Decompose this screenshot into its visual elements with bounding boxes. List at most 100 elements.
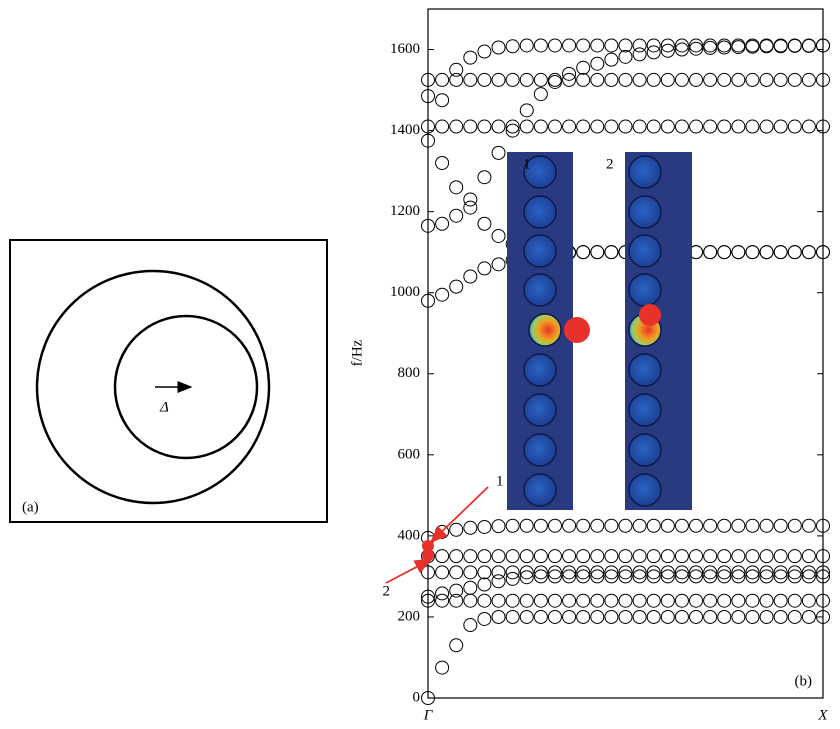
- band-point: [577, 39, 590, 52]
- band-point: [520, 519, 533, 532]
- band-point: [506, 550, 519, 563]
- band-point: [802, 610, 815, 623]
- band-point: [478, 262, 491, 275]
- y-tick-label: 600: [398, 446, 421, 462]
- band-point: [704, 610, 717, 623]
- band-point: [520, 73, 533, 86]
- y-tick-label: 1000: [390, 284, 420, 300]
- band-point: [548, 120, 561, 133]
- band-point: [774, 519, 787, 532]
- band-point: [661, 519, 674, 532]
- band-point: [520, 39, 533, 52]
- band-point: [802, 39, 815, 52]
- band-point: [436, 120, 449, 133]
- band-point: [718, 73, 731, 86]
- band-point: [464, 193, 477, 206]
- inset-label: 2: [606, 156, 614, 172]
- band-point: [436, 157, 449, 170]
- band-point: [746, 120, 759, 133]
- band-point: [591, 519, 604, 532]
- band-point: [774, 40, 787, 53]
- band-point: [563, 120, 576, 133]
- band-point: [675, 73, 688, 86]
- mode-arrow: [386, 559, 431, 583]
- band-point: [464, 51, 477, 64]
- band-point: [774, 120, 787, 133]
- band-point: [520, 120, 533, 133]
- band-point: [633, 120, 646, 133]
- y-tick-label: 800: [398, 365, 421, 381]
- band-point: [774, 594, 787, 607]
- band-point: [690, 610, 703, 623]
- band-point: [760, 120, 773, 133]
- band-point: [704, 550, 717, 563]
- band-point: [464, 201, 477, 214]
- cell-frame: [10, 240, 327, 522]
- band-point: [760, 594, 773, 607]
- offset-label: Δ: [159, 399, 169, 415]
- band-point: [478, 73, 491, 86]
- band-point: [492, 120, 505, 133]
- band-point: [506, 594, 519, 607]
- figure: Δ (a) f/Hz (b) 1 2 020040060080010001200…: [0, 0, 840, 729]
- band-point: [464, 594, 477, 607]
- mode-label: 2: [383, 583, 391, 599]
- band-point: [746, 246, 759, 259]
- band-point: [520, 550, 533, 563]
- band-point: [464, 550, 477, 563]
- band-point: [760, 39, 773, 52]
- y-tick-label: 0: [413, 689, 421, 705]
- band-point: [520, 610, 533, 623]
- panel-label: (a): [22, 499, 39, 515]
- band-point: [732, 550, 745, 563]
- band-point: [704, 120, 717, 133]
- inset-2: [625, 152, 692, 510]
- band-point: [478, 217, 491, 230]
- band-point: [788, 246, 801, 259]
- band-point: [619, 120, 632, 133]
- band-point: [436, 594, 449, 607]
- band-point: [591, 73, 604, 86]
- band-point: [548, 39, 561, 52]
- band-point: [718, 246, 731, 259]
- band-point: [478, 550, 491, 563]
- band-point: [718, 550, 731, 563]
- band-point: [774, 246, 787, 259]
- band-point: [760, 550, 773, 563]
- band-point: [732, 120, 745, 133]
- band-point: [478, 171, 491, 184]
- band-point: [591, 246, 604, 259]
- band-point: [534, 73, 547, 86]
- band-point: [802, 246, 815, 259]
- band-point: [534, 39, 547, 52]
- band-point: [534, 594, 547, 607]
- band-point: [760, 73, 773, 86]
- panel-a: [10, 240, 327, 522]
- band-point: [464, 566, 477, 579]
- band-point: [718, 120, 731, 133]
- band-point: [746, 550, 759, 563]
- band-point: [732, 610, 745, 623]
- mode-arrow: [431, 487, 488, 542]
- band-point: [464, 619, 477, 632]
- band-point: [788, 120, 801, 133]
- band-point: [802, 120, 815, 133]
- band-point: [732, 519, 745, 532]
- band-point: [577, 246, 590, 259]
- band-point: [548, 610, 561, 623]
- band-point: [478, 612, 491, 625]
- band-point: [591, 594, 604, 607]
- band-point: [605, 519, 618, 532]
- band-point: [548, 550, 561, 563]
- band-point: [788, 610, 801, 623]
- inset-label: 1: [523, 156, 531, 172]
- band-point: [619, 594, 632, 607]
- band-point: [577, 594, 590, 607]
- band-point: [788, 39, 801, 52]
- y-tick-label: 400: [398, 527, 421, 543]
- band-point: [605, 73, 618, 86]
- band-point: [436, 288, 449, 301]
- band-point: [746, 39, 759, 52]
- band-point: [436, 661, 449, 674]
- band-point: [619, 519, 632, 532]
